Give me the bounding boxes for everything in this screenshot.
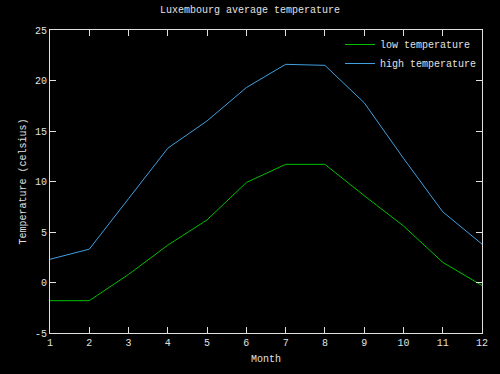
svg-text:25: 25 xyxy=(35,26,47,37)
svg-text:Temperature (celsius): Temperature (celsius) xyxy=(18,118,29,244)
svg-text:high temperature: high temperature xyxy=(380,59,476,70)
svg-text:3: 3 xyxy=(126,338,132,349)
svg-text:11: 11 xyxy=(437,338,449,349)
svg-text:1: 1 xyxy=(47,338,53,349)
svg-text:10: 10 xyxy=(397,338,409,349)
svg-text:8: 8 xyxy=(322,338,328,349)
svg-text:low temperature: low temperature xyxy=(380,40,470,51)
svg-text:20: 20 xyxy=(35,76,47,87)
svg-text:Month: Month xyxy=(251,354,281,365)
svg-text:7: 7 xyxy=(283,338,289,349)
svg-text:5: 5 xyxy=(41,228,47,239)
svg-text:2: 2 xyxy=(86,338,92,349)
svg-text:6: 6 xyxy=(243,338,249,349)
svg-text:5: 5 xyxy=(204,338,210,349)
svg-text:12: 12 xyxy=(476,338,488,349)
svg-text:Luxembourg average temperature: Luxembourg average temperature xyxy=(160,5,340,16)
svg-text:4: 4 xyxy=(165,338,171,349)
svg-text:-5: -5 xyxy=(35,329,47,340)
svg-text:9: 9 xyxy=(361,338,367,349)
svg-text:10: 10 xyxy=(35,177,47,188)
svg-text:0: 0 xyxy=(41,278,47,289)
svg-text:15: 15 xyxy=(35,127,47,138)
